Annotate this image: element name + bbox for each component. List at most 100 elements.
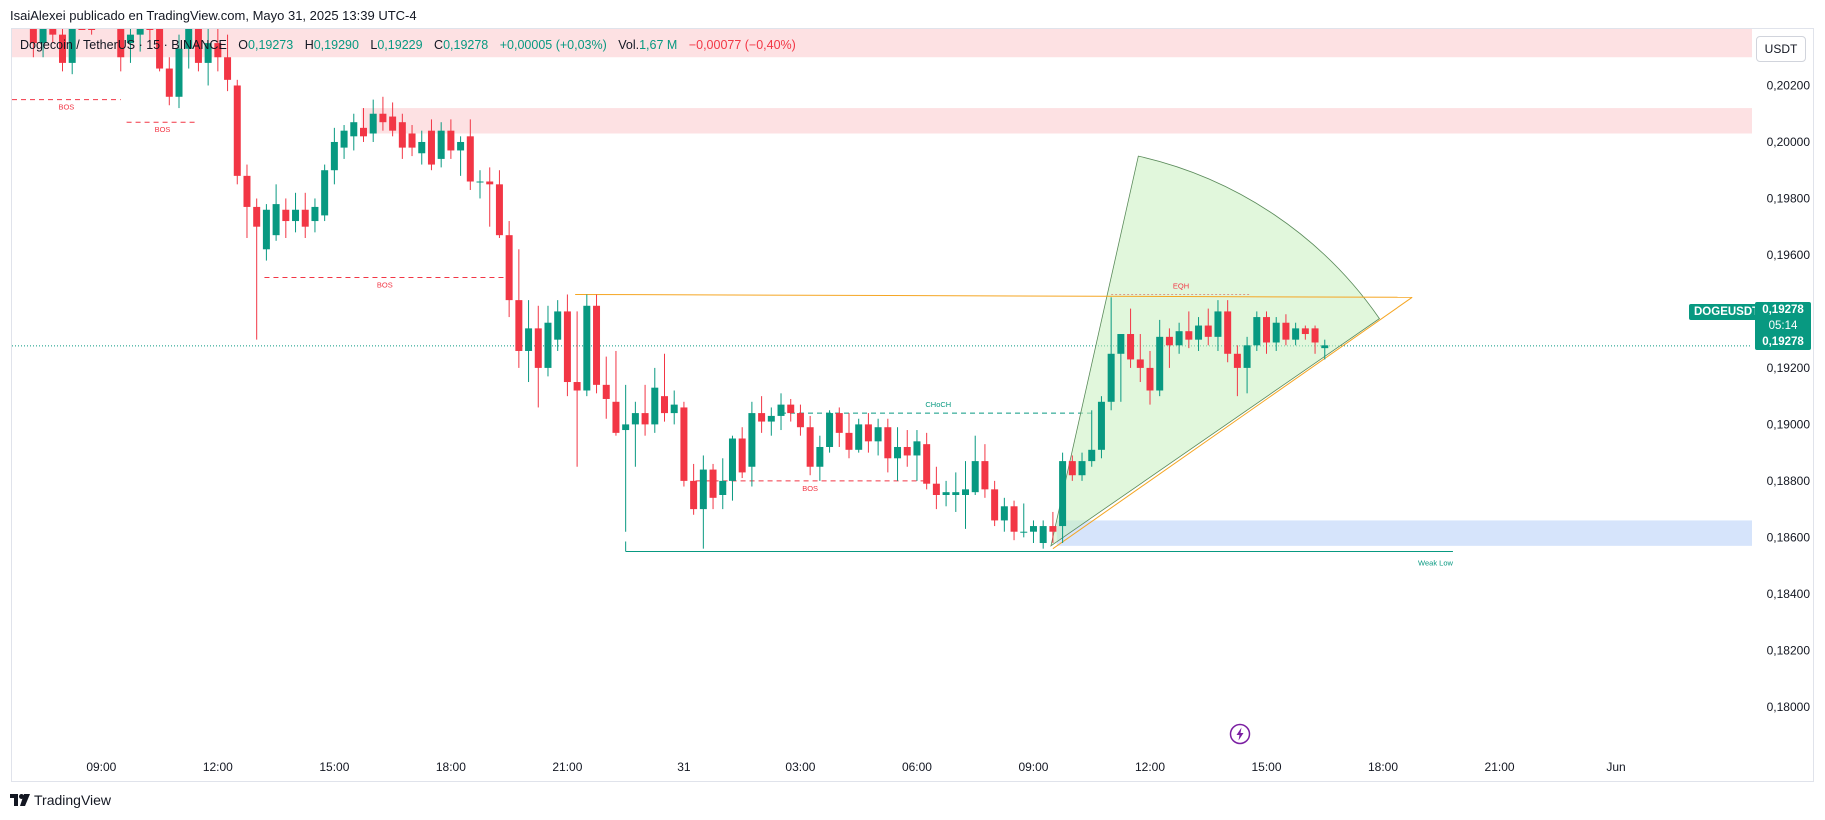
candle[interactable]	[495, 170, 503, 238]
candle[interactable]	[738, 427, 746, 479]
candle[interactable]	[126, 29, 134, 63]
candle[interactable]	[923, 432, 931, 490]
candle[interactable]	[1059, 452, 1067, 544]
candle[interactable]	[903, 430, 911, 467]
candle[interactable]	[476, 170, 484, 199]
candle[interactable]	[418, 130, 426, 165]
candle[interactable]	[826, 410, 834, 453]
candle[interactable]	[1282, 314, 1290, 346]
candle[interactable]	[1272, 317, 1280, 351]
tradingview-logo[interactable]: TradingView	[10, 792, 111, 808]
candle[interactable]	[136, 29, 144, 52]
candle[interactable]	[1127, 308, 1135, 368]
candle[interactable]	[1039, 520, 1047, 549]
candle[interactable]	[466, 119, 474, 190]
candle[interactable]	[1195, 317, 1203, 351]
candle[interactable]	[1117, 334, 1125, 402]
candle[interactable]	[262, 204, 270, 261]
candle[interactable]	[534, 305, 542, 408]
candle[interactable]	[243, 164, 251, 238]
candle[interactable]	[1301, 325, 1309, 340]
candle[interactable]	[806, 415, 814, 476]
candle[interactable]	[311, 198, 319, 233]
candle[interactable]	[1214, 300, 1222, 351]
candle[interactable]	[437, 122, 445, 168]
candle[interactable]	[1321, 339, 1329, 360]
candle[interactable]	[457, 136, 465, 176]
candle[interactable]	[816, 435, 824, 481]
gann-fan-sector[interactable]	[1050, 155, 1380, 547]
trendline-1[interactable]	[575, 293, 1413, 298]
candle[interactable]	[29, 29, 37, 58]
candle[interactable]	[1107, 297, 1115, 411]
candle[interactable]	[156, 29, 164, 72]
candle[interactable]	[942, 480, 950, 507]
candle[interactable]	[796, 404, 804, 436]
candle[interactable]	[563, 294, 571, 397]
candle[interactable]	[1068, 455, 1076, 481]
candle[interactable]	[602, 356, 610, 419]
candle[interactable]	[253, 198, 261, 340]
candle[interactable]	[515, 249, 523, 368]
candle[interactable]	[932, 466, 940, 510]
candle[interactable]	[447, 119, 455, 159]
candle[interactable]	[1097, 396, 1105, 459]
candle[interactable]	[427, 119, 435, 171]
candle[interactable]	[631, 401, 639, 467]
candle[interactable]	[408, 125, 416, 157]
candle[interactable]	[525, 300, 533, 383]
candle[interactable]	[1292, 322, 1300, 346]
candle[interactable]	[670, 390, 678, 425]
candle[interactable]	[981, 444, 989, 498]
candle[interactable]	[301, 192, 309, 238]
legend-symbol[interactable]: Dogecoin / TetherUS · 15 · BINANCE	[20, 38, 227, 52]
trendline-2[interactable]	[1052, 296, 1413, 550]
candle[interactable]	[845, 413, 853, 459]
candle[interactable]	[612, 350, 620, 436]
candle[interactable]	[894, 427, 902, 481]
candle[interactable]	[835, 407, 843, 447]
candle[interactable]	[1029, 520, 1037, 544]
candle[interactable]	[398, 113, 406, 159]
candle[interactable]	[573, 311, 581, 467]
candle[interactable]	[874, 418, 882, 456]
candle[interactable]	[884, 418, 892, 473]
candle[interactable]	[680, 401, 688, 487]
candle[interactable]	[913, 430, 921, 481]
candle[interactable]	[204, 29, 212, 86]
candle[interactable]	[194, 29, 202, 72]
candle[interactable]	[651, 367, 659, 433]
candle[interactable]	[1049, 511, 1057, 544]
candle[interactable]	[165, 57, 173, 106]
candle[interactable]	[369, 99, 377, 142]
candle[interactable]	[78, 29, 86, 30]
candle[interactable]	[49, 29, 57, 44]
candle[interactable]	[340, 125, 348, 159]
candle[interactable]	[777, 393, 785, 431]
candle[interactable]	[68, 29, 76, 75]
candle[interactable]	[58, 29, 66, 72]
candle[interactable]	[583, 294, 591, 397]
lightning-icon[interactable]	[1229, 723, 1251, 745]
candle[interactable]	[185, 29, 193, 69]
candle[interactable]	[1243, 336, 1251, 394]
candle[interactable]	[1000, 497, 1008, 532]
candle[interactable]	[350, 113, 358, 151]
candle[interactable]	[748, 401, 756, 487]
candle[interactable]	[544, 305, 552, 377]
candle[interactable]	[622, 384, 630, 532]
candle[interactable]	[39, 29, 47, 58]
candle[interactable]	[486, 167, 494, 227]
candle[interactable]	[117, 29, 125, 72]
candle[interactable]	[224, 34, 232, 92]
candle[interactable]	[379, 96, 387, 131]
candle[interactable]	[1010, 500, 1018, 541]
candle[interactable]	[214, 29, 222, 72]
candle[interactable]	[1233, 345, 1241, 397]
candle[interactable]	[1020, 503, 1028, 538]
candle[interactable]	[1253, 311, 1261, 351]
candle[interactable]	[1136, 334, 1144, 383]
candle[interactable]	[787, 398, 795, 422]
candle[interactable]	[88, 29, 96, 35]
